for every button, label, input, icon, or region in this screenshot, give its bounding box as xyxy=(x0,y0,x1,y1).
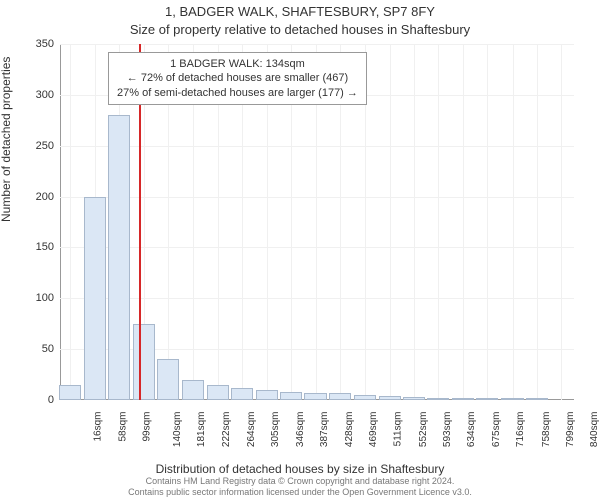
gridline-v xyxy=(513,44,514,400)
y-tick-label: 0 xyxy=(14,394,54,406)
x-tick-label: 634sqm xyxy=(467,412,478,448)
gridline-v xyxy=(537,44,538,400)
histogram-bar xyxy=(354,395,376,400)
histogram-bar xyxy=(157,359,179,400)
histogram-bar xyxy=(501,398,523,400)
x-tick-label: 140sqm xyxy=(172,412,183,448)
x-tick-label: 428sqm xyxy=(344,412,355,448)
y-axis-label: Number of detached properties xyxy=(0,57,13,222)
x-tick-label: 346sqm xyxy=(295,412,306,448)
histogram-bar xyxy=(108,115,130,400)
x-tick-label: 264sqm xyxy=(246,412,257,448)
histogram-bar xyxy=(280,392,302,400)
footer: Contains HM Land Registry data © Crown c… xyxy=(0,476,600,498)
x-tick-label: 58sqm xyxy=(117,412,128,442)
gridline-h xyxy=(60,298,574,299)
histogram-bar xyxy=(476,398,498,400)
x-tick-label: 552sqm xyxy=(418,412,429,448)
y-axis xyxy=(60,44,61,400)
histogram-bar xyxy=(452,398,474,400)
footer-line1: Contains HM Land Registry data © Crown c… xyxy=(0,476,600,487)
gridline-v xyxy=(487,44,488,400)
x-tick-label: 799sqm xyxy=(565,412,576,448)
gridline-v xyxy=(463,44,464,400)
histogram-bar xyxy=(379,396,401,400)
y-tick-label: 350 xyxy=(14,38,54,50)
x-tick-label: 675sqm xyxy=(491,412,502,448)
histogram-bar xyxy=(329,393,351,400)
gridline-h xyxy=(60,146,574,147)
x-tick-label: 469sqm xyxy=(368,412,379,448)
gridline-v xyxy=(561,44,562,400)
y-tick-label: 200 xyxy=(14,191,54,203)
x-tick-label: 99sqm xyxy=(142,412,153,442)
histogram-bar xyxy=(256,390,278,400)
x-tick-label: 181sqm xyxy=(196,412,207,448)
infobox-line3: 27% of semi-detached houses are larger (… xyxy=(117,86,358,100)
histogram-bar xyxy=(84,197,106,400)
gridline-v xyxy=(438,44,439,400)
histogram-bar xyxy=(231,388,253,400)
x-tick-label: 305sqm xyxy=(270,412,281,448)
histogram-bar xyxy=(427,398,449,400)
y-tick-label: 50 xyxy=(14,343,54,355)
histogram-bar xyxy=(182,380,204,400)
y-tick-label: 150 xyxy=(14,241,54,253)
footer-line2: Contains public sector information licen… xyxy=(0,487,600,498)
histogram-bar xyxy=(59,385,81,400)
x-axis-label: Distribution of detached houses by size … xyxy=(0,462,600,476)
gridline-h xyxy=(60,247,574,248)
chart-title: Size of property relative to detached ho… xyxy=(0,22,600,37)
x-tick-label: 222sqm xyxy=(221,412,232,448)
x-tick-label: 840sqm xyxy=(590,412,600,448)
gridline-h xyxy=(60,197,574,198)
y-tick-label: 250 xyxy=(14,140,54,152)
x-tick-label: 593sqm xyxy=(442,412,453,448)
histogram-bar xyxy=(304,393,326,400)
gridline-h xyxy=(60,44,574,45)
infobox-line1: 1 BADGER WALK: 134sqm xyxy=(117,57,358,71)
gridline-v xyxy=(70,44,71,400)
x-tick-label: 758sqm xyxy=(541,412,552,448)
y-tick-label: 300 xyxy=(14,89,54,101)
histogram-bar xyxy=(526,398,548,400)
histogram-bar xyxy=(133,324,155,400)
x-tick-label: 716sqm xyxy=(516,412,527,448)
infobox-line2: ← 72% of detached houses are smaller (46… xyxy=(117,71,358,85)
marker-infobox: 1 BADGER WALK: 134sqm ← 72% of detached … xyxy=(108,52,367,105)
gridline-v xyxy=(390,44,391,400)
histogram-bar xyxy=(403,397,425,400)
chart-supertitle: 1, BADGER WALK, SHAFTESBURY, SP7 8FY xyxy=(0,4,600,19)
y-tick-label: 100 xyxy=(14,292,54,304)
gridline-v xyxy=(414,44,415,400)
x-tick-label: 387sqm xyxy=(319,412,330,448)
histogram-bar xyxy=(207,385,229,400)
x-tick-label: 511sqm xyxy=(392,412,403,447)
x-tick-label: 16sqm xyxy=(92,412,103,442)
